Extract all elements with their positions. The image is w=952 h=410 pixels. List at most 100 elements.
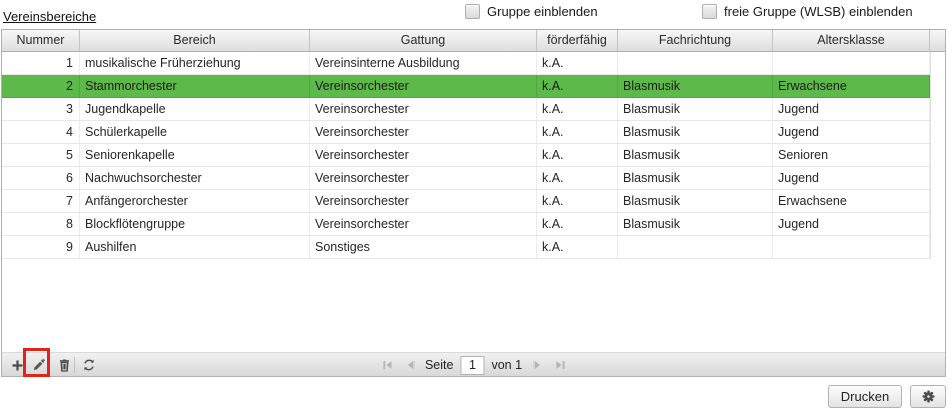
pencil-icon — [32, 358, 46, 372]
freie-gruppe-checkbox[interactable] — [702, 4, 717, 19]
cell-foerderfaehig: k.A. — [537, 75, 618, 97]
table-row[interactable]: 9 Aushilfen Sonstiges k.A. — [2, 236, 930, 259]
cell-fachrichtung: Blasmusik — [618, 190, 773, 212]
cell-fachrichtung: Blasmusik — [618, 213, 773, 235]
column-header-nummer[interactable]: Nummer — [2, 30, 80, 52]
cell-foerderfaehig: k.A. — [537, 121, 618, 143]
cell-altersklasse: Jugend — [773, 167, 930, 189]
von-label: von 1 — [491, 358, 523, 372]
gear-icon — [922, 390, 935, 403]
cell-nummer: 8 — [2, 213, 80, 235]
cell-foerderfaehig: k.A. — [537, 98, 618, 120]
page-title: Vereinsbereiche — [3, 9, 97, 24]
table-row[interactable]: 8 Blockflötengruppe Vereinsorchester k.A… — [2, 213, 930, 236]
cell-nummer: 5 — [2, 144, 80, 166]
cell-fachrichtung — [618, 236, 773, 258]
cell-bereich: Blockflötengruppe — [80, 213, 310, 235]
cell-foerderfaehig: k.A. — [537, 190, 618, 212]
drucken-button[interactable]: Drucken — [828, 385, 902, 408]
next-page-button[interactable] — [529, 358, 545, 372]
cell-gattung: Sonstiges — [310, 236, 537, 258]
pagination: Seite von 1 — [379, 353, 568, 377]
cell-bereich: Schülerkapelle — [80, 121, 310, 143]
delete-button[interactable] — [54, 355, 74, 375]
cell-nummer: 7 — [2, 190, 80, 212]
cell-nummer: 2 — [2, 75, 80, 97]
cell-altersklasse: Erwachsene — [773, 190, 930, 212]
refresh-icon — [82, 358, 96, 372]
cell-nummer: 9 — [2, 236, 80, 258]
refresh-button[interactable] — [79, 355, 99, 375]
first-page-icon — [381, 359, 393, 371]
page-number-input[interactable] — [460, 355, 485, 375]
column-header-bereich[interactable]: Bereich — [80, 30, 310, 52]
cell-fachrichtung: Blasmusik — [618, 167, 773, 189]
table-row[interactable]: 2 Stammorchester Vereinsorchester k.A. B… — [2, 75, 930, 98]
cell-gattung: Vereinsorchester — [310, 144, 537, 166]
column-header-spacer — [930, 30, 945, 52]
cell-foerderfaehig: k.A. — [537, 213, 618, 235]
cell-fachrichtung: Blasmusik — [618, 98, 773, 120]
cell-bereich: Seniorenkapelle — [80, 144, 310, 166]
edit-button[interactable] — [29, 355, 49, 375]
cell-altersklasse: Jugend — [773, 98, 930, 120]
vereinsbereiche-grid: Nummer Bereich Gattung förderfähig Fachr… — [1, 29, 946, 377]
last-page-icon — [554, 359, 566, 371]
cell-fachrichtung: Blasmusik — [618, 144, 773, 166]
cell-bereich: Aushilfen — [80, 236, 310, 258]
cell-foerderfaehig: k.A. — [537, 52, 618, 74]
cell-altersklasse: Jugend — [773, 213, 930, 235]
table-row[interactable]: 4 Schülerkapelle Vereinsorchester k.A. B… — [2, 121, 930, 144]
cell-gattung: Vereinsorchester — [310, 121, 537, 143]
gruppe-einblenden-checkbox[interactable] — [465, 4, 480, 19]
cell-gattung: Vereinsorchester — [310, 213, 537, 235]
prev-page-icon — [404, 359, 416, 371]
table-row[interactable]: 1 musikalische Früherziehung Vereinsinte… — [2, 52, 930, 75]
grid-toolbar: Seite von 1 — [2, 352, 945, 376]
column-header-fachrichtung[interactable]: Fachrichtung — [618, 30, 773, 52]
seite-label: Seite — [424, 358, 454, 372]
last-page-button[interactable] — [552, 358, 568, 372]
cell-nummer: 4 — [2, 121, 80, 143]
table-body: 1 musikalische Früherziehung Vereinsinte… — [2, 52, 931, 259]
cell-fachrichtung: Blasmusik — [618, 121, 773, 143]
freie-gruppe-option: freie Gruppe (WLSB) einblenden — [702, 4, 913, 19]
cell-foerderfaehig: k.A. — [537, 236, 618, 258]
table-row[interactable]: 6 Nachwuchsorchester Vereinsorchester k.… — [2, 167, 930, 190]
toolbar-separator — [74, 357, 75, 373]
prev-page-button[interactable] — [402, 358, 418, 372]
cell-gattung: Vereinsorchester — [310, 167, 537, 189]
cell-bereich: Jugendkapelle — [80, 98, 310, 120]
freie-gruppe-label: freie Gruppe (WLSB) einblenden — [724, 4, 913, 19]
trash-icon — [58, 358, 71, 372]
settings-button[interactable] — [910, 385, 946, 408]
table-row[interactable]: 3 Jugendkapelle Vereinsorchester k.A. Bl… — [2, 98, 930, 121]
cell-altersklasse: Jugend — [773, 121, 930, 143]
plus-icon — [11, 359, 24, 372]
cell-bereich: Anfängerorchester — [80, 190, 310, 212]
cell-gattung: Vereinsorchester — [310, 190, 537, 212]
cell-gattung: Vereinsinterne Ausbildung — [310, 52, 537, 74]
first-page-button[interactable] — [379, 358, 395, 372]
cell-altersklasse: Erwachsene — [773, 75, 930, 97]
cell-foerderfaehig: k.A. — [537, 167, 618, 189]
gruppe-einblenden-option: Gruppe einblenden — [465, 4, 598, 19]
cell-gattung: Vereinsorchester — [310, 75, 537, 97]
gruppe-einblenden-label: Gruppe einblenden — [487, 4, 598, 19]
cell-altersklasse — [773, 236, 930, 258]
cell-nummer: 1 — [2, 52, 80, 74]
cell-nummer: 3 — [2, 98, 80, 120]
cell-foerderfaehig: k.A. — [537, 144, 618, 166]
cell-fachrichtung: Blasmusik — [618, 75, 773, 97]
grid-header: Nummer Bereich Gattung förderfähig Fachr… — [2, 30, 945, 52]
cell-altersklasse: Senioren — [773, 144, 930, 166]
column-header-gattung[interactable]: Gattung — [310, 30, 537, 52]
add-button[interactable] — [7, 355, 27, 375]
column-header-altersklasse[interactable]: Altersklasse — [773, 30, 930, 52]
next-page-icon — [531, 359, 543, 371]
cell-bereich: musikalische Früherziehung — [80, 52, 310, 74]
table-row[interactable]: 7 Anfängerorchester Vereinsorchester k.A… — [2, 190, 930, 213]
column-header-foerderfaehig[interactable]: förderfähig — [537, 30, 618, 52]
cell-bereich: Nachwuchsorchester — [80, 167, 310, 189]
table-row[interactable]: 5 Seniorenkapelle Vereinsorchester k.A. … — [2, 144, 930, 167]
